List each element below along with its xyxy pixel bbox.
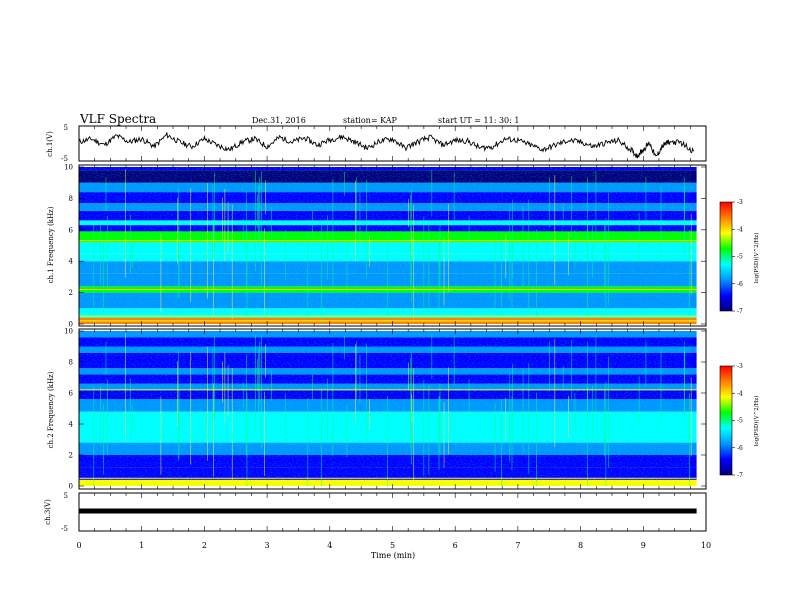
figure-title: VLF Spectra <box>79 112 156 126</box>
ch2-spectrogram-ytick-label: 6 <box>69 390 74 398</box>
ch3-ytick-top: 5 <box>64 492 68 500</box>
x-tick-label: 1 <box>139 541 144 550</box>
start-time-label: start UT = 11: 30: 1 <box>438 116 519 125</box>
ch1-waveform-line <box>78 132 694 159</box>
ch2-colorbar-tick-label: -7 <box>737 472 743 479</box>
x-tick-label: 2 <box>202 541 207 550</box>
ch2-colorbar-tick-label: -4 <box>737 390 743 397</box>
x-tick-label: 5 <box>390 541 395 550</box>
ch1-colorbar-tick-label: -3 <box>737 199 743 206</box>
ch2-colorbar-tick-label: -6 <box>737 445 743 452</box>
x-tick-label: 10 <box>701 541 711 550</box>
ch2-spectrogram-panel: 0 2 4 6 8 10 ch.2 Frequency (kHz) <box>47 328 707 491</box>
ch1-spectrogram-noise <box>79 167 691 324</box>
ch1-spectrogram-ytick-label: 0 <box>69 321 73 329</box>
ch2-spectrogram-ytick-label: 10 <box>64 328 73 336</box>
ch1-colorbar-tick-label: -4 <box>737 226 743 233</box>
ch2-spectrogram-ytick-label: 0 <box>69 483 73 491</box>
ch2-colorbar: -3 -4 -5 -6 -7 log(PSD)(V^2/Hz) <box>719 363 760 479</box>
x-tick-label: 3 <box>265 541 270 550</box>
ch2-colorbar-label: log(PSD)(V^2/Hz) <box>753 396 760 447</box>
x-tick-label: 6 <box>453 541 458 550</box>
ch1-waveform-frame <box>78 125 707 162</box>
date-label: Dec.31, 2016 <box>252 116 306 125</box>
station-label: station= KAP <box>343 116 398 125</box>
ch1-colorbar-tick-label: -5 <box>737 254 743 261</box>
ch1-waveform-panel: 5 -5 ch.1(V) <box>46 124 707 163</box>
ch1-spectrogram-ytick-label: 2 <box>69 289 73 297</box>
x-axis-label: Time (min) <box>371 551 415 560</box>
ch1-spectrogram-ytick-label: 6 <box>69 226 74 234</box>
ch2-colorbar-scale <box>719 365 733 476</box>
ch1-colorbar-tick-label: -6 <box>737 281 743 288</box>
ch1-colorbar-tick-label: -7 <box>737 308 743 315</box>
ch2-spectrogram-ylabel: ch.2 Frequency (kHz) <box>47 371 55 448</box>
ch1-colorbar: -3 -4 -5 -6 -7 log(PSD)(V^2/Hz) <box>719 199 760 315</box>
ch2-colorbar-tick-label: -3 <box>737 363 743 370</box>
ch3-waveform-panel: 5 -5 ch.3(V) <box>44 492 707 533</box>
ch3-ytick-bottom: -5 <box>61 525 68 533</box>
ch1-spectrogram-ytick-label: 4 <box>69 258 74 266</box>
ch1-spectrogram-ylabel: ch.1 Frequency (kHz) <box>47 206 55 283</box>
ch1-colorbar-scale <box>719 201 733 312</box>
ch2-spectrogram-ytick-label: 4 <box>69 421 74 429</box>
ch2-colorbar-tick-label: -5 <box>737 418 743 425</box>
x-tick-label: 9 <box>641 541 646 550</box>
ch2-spectrogram-ytick-label: 2 <box>69 452 73 460</box>
ch1-spectrogram-panel: 0 2 4 6 8 10 ch.1 Frequency (kHz) <box>47 164 707 329</box>
ch1-spectrogram-ytick-label: 10 <box>64 164 73 172</box>
ch1-spectrogram-ytick-label: 8 <box>69 195 73 203</box>
ch2-spectrogram-noise <box>79 331 691 486</box>
ch3-waveform-ylabel: ch.3(V) <box>44 499 52 525</box>
x-tick-label: 0 <box>76 541 81 550</box>
x-tick-label: 4 <box>327 541 332 550</box>
ch1-ytick-top: 5 <box>64 124 68 132</box>
ch1-colorbar-label: log(PSD)(V^2/Hz) <box>753 233 760 284</box>
ch2-spectrogram-ytick-label: 8 <box>69 359 73 367</box>
x-tick-label: 7 <box>515 541 520 550</box>
ch1-ytick-bottom: -5 <box>61 155 68 163</box>
x-tick-label: 8 <box>578 541 583 550</box>
ch1-waveform-ylabel: ch.1(V) <box>46 131 54 157</box>
